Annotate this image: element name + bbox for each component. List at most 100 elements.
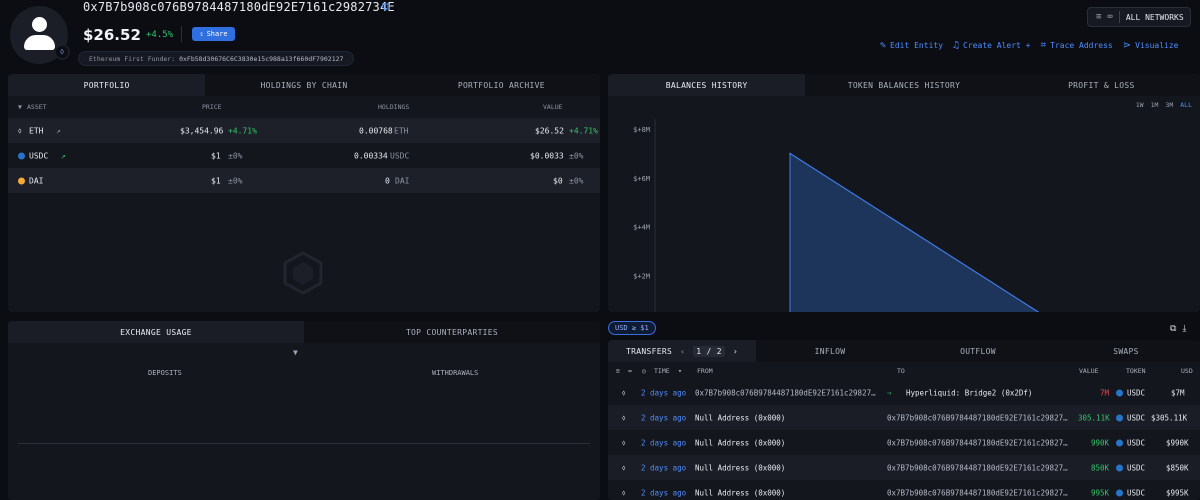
filter-icon[interactable]: ≡ [616,367,620,375]
tab-inflow[interactable]: INFLOW [814,346,846,356]
col-asset[interactable]: ASSET [27,103,47,111]
eth-icon: ⬨ [622,412,626,422]
token-symbol[interactable]: USDC [1127,463,1146,472]
from-address[interactable]: Null Address (0x000) [695,488,786,497]
col-value[interactable]: VALUE [543,103,563,111]
trace-address-button[interactable]: ⌗ Trace Address [1040,40,1112,51]
from-address[interactable]: Null Address (0x000) [695,438,786,447]
range-all-button[interactable]: ALL [1180,101,1192,109]
asset-value: $0 [553,176,563,185]
to-address[interactable]: 0x7B7b908c076B9784487180dE92E7161c29827… [887,413,1068,422]
eth-icon: ⬨ [622,437,626,447]
tab-balances-history[interactable]: BALANCES HISTORY [608,74,806,96]
copy-icon[interactable]: ⧉ [382,0,390,13]
filter-icon[interactable]: ≡ [1096,12,1102,22]
tab-token-balances-history[interactable]: TOKEN BALANCES HISTORY [847,80,961,90]
prev-page-icon[interactable]: ‹ [680,346,686,356]
transfer-value: 995K [1091,488,1110,497]
range-3m-button[interactable]: 3M [1165,101,1174,109]
visualize-button[interactable]: ⋗ Visualize [1123,40,1179,51]
col-price[interactable]: PRICE [202,103,222,111]
table-row[interactable]: USDC ↗ $1 ±0% 0.00334 USDC $0.0033 ±0% [8,143,600,168]
transfer-time[interactable]: 2 days ago [641,388,687,397]
link-icon[interactable]: ∞ [1107,12,1113,22]
to-address[interactable]: 0x7B7b908c076B9784487180dE92E7161c29827… [887,488,1068,497]
create-alert-button[interactable]: ♫ Create Alert + [953,40,1030,51]
col-time[interactable]: TIME [654,367,670,375]
filter-icon[interactable]: ▼ [293,348,298,357]
network-selector[interactable]: ≡ ∞ ALL NETWORKS [1087,7,1191,27]
link-icon[interactable]: ∞ [628,367,632,375]
from-address[interactable]: Null Address (0x000) [695,413,786,422]
create-alert-label: Create Alert + [963,41,1031,50]
from-address[interactable]: Null Address (0x000) [695,463,786,472]
transfer-value: 990K [1091,438,1110,447]
balances-panel: BALANCES HISTORY TOKEN BALANCES HISTORY … [608,74,1200,312]
col-holdings[interactable]: HOLDINGS [378,103,410,111]
col-usd[interactable]: USD [1181,367,1193,375]
to-address[interactable]: Hyperliquid: Bridge2 (0x2Df) [906,388,1033,397]
balance-change: +4.5% [146,30,174,40]
divider [181,26,182,42]
table-row[interactable]: ⬨ 2 days ago Null Address (0x000) 0x7B7b… [608,480,1200,500]
first-funder-badge[interactable]: Ethereum First Funder: 0xFb58d30676C6C38… [78,51,355,66]
tab-exchange-usage[interactable]: EXCHANGE USAGE [8,321,304,343]
usdc-icon [18,152,25,159]
eth-icon: ⬨ [18,125,22,135]
copy-icon[interactable]: ⧉ [1170,324,1177,334]
value-change: ±0% [569,176,584,185]
tab-transfers[interactable]: TRANSFERS ‹ 1 / 2 › [608,340,756,362]
next-page-icon[interactable]: › [732,346,738,356]
token-symbol[interactable]: USDC [1127,388,1146,397]
transfer-time[interactable]: 2 days ago [641,438,687,447]
withdrawals-label: WITHDRAWALS [432,369,479,377]
table-row[interactable]: ⬨ 2 days ago Null Address (0x000) 0x7B7b… [608,455,1200,480]
share-label: Share [206,30,228,38]
table-row[interactable]: ⬨ 2 days ago Null Address (0x000) 0x7B7b… [608,405,1200,430]
token-symbol[interactable]: USDC [1127,413,1146,422]
tab-swaps[interactable]: SWAPS [1113,346,1139,356]
tab-outflow[interactable]: OUTFLOW [960,346,996,356]
col-token[interactable]: TOKEN [1126,367,1146,375]
to-address[interactable]: 0x7B7b908c076B9784487180dE92E7161c29827… [887,463,1068,472]
asset-symbol[interactable]: USDC [29,151,49,160]
range-1w-button[interactable]: 1W [1135,101,1144,109]
tab-holdings-by-chain[interactable]: HOLDINGS BY CHAIN [260,80,348,90]
from-address[interactable]: 0x7B7b908c076B9784487180dE92E7161c29827… [695,388,876,397]
col-to[interactable]: TO [897,367,905,375]
edit-entity-button[interactable]: ✎ Edit Entity [880,40,943,51]
trace-address-label: Trace Address [1050,41,1113,50]
entity-address: 0x7B7b908c076B9784487180dE92E7161c298273… [83,0,395,14]
token-symbol[interactable]: USDC [1127,438,1146,447]
asset-symbol[interactable]: ETH [29,126,44,135]
ethereum-network-icon: ⬨ [54,44,70,60]
table-row[interactable]: ⬨ ETH ↗ $3,454.96 +4.71% 0.00768 ETH $26… [8,118,600,143]
tab-portfolio[interactable]: PORTFOLIO [8,74,206,96]
page-indicator: 1 / 2 [693,345,725,357]
transfer-time[interactable]: 2 days ago [641,488,687,497]
transfer-time[interactable]: 2 days ago [641,413,687,422]
usdc-icon [1116,414,1123,421]
range-1m-button[interactable]: 1M [1150,101,1159,109]
usd-filter-badge[interactable]: USD ≥ $1 [608,321,656,335]
token-symbol[interactable]: USDC [1127,488,1146,497]
to-address[interactable]: 0x7B7b908c076B9784487180dE92E7161c29827… [887,438,1068,447]
sort-desc-icon[interactable]: ▼ [18,103,22,111]
graph-icon: ⋗ [1122,40,1132,51]
share-button[interactable]: ⇪ Share [192,27,235,41]
tab-portfolio-archive[interactable]: PORTFOLIO ARCHIVE [457,80,545,90]
table-row[interactable]: ⬨ 2 days ago 0x7B7b908c076B9784487180dE9… [608,380,1200,405]
funder-address[interactable]: 0xFb58d30676C6C3830e15c988a13f660dF79021… [179,54,344,63]
sort-desc-icon[interactable]: ▾ [678,367,682,375]
user-icon-head [32,17,47,32]
col-from[interactable]: FROM [697,367,713,375]
download-icon[interactable]: ⤓ [1182,324,1187,334]
tab-profit-loss[interactable]: PROFIT & LOSS [1068,80,1135,90]
table-row[interactable]: DAI $1 ±0% 0 DAI $0 ±0% [8,168,600,193]
transfer-time[interactable]: 2 days ago [641,463,687,472]
table-row[interactable]: ⬨ 2 days ago Null Address (0x000) 0x7B7b… [608,430,1200,455]
col-value[interactable]: VALUE [1079,367,1099,375]
asset-symbol[interactable]: DAI [29,176,44,185]
transfers-panel: TRANSFERS ‹ 1 / 2 › INFLOW OUTFLOW SWAPS… [608,340,1200,500]
tab-top-counterparties[interactable]: TOP COUNTERPARTIES [405,327,499,337]
